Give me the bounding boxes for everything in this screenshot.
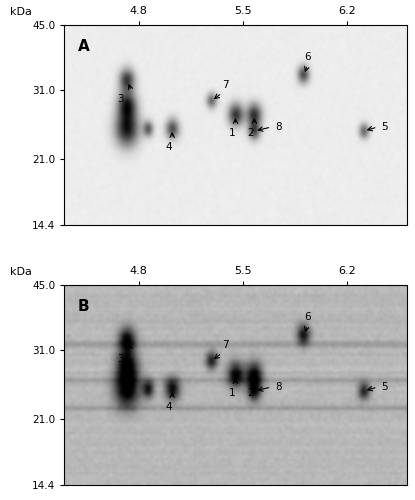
Text: B: B: [78, 299, 90, 314]
Text: 4: 4: [166, 142, 172, 152]
Text: 1: 1: [229, 128, 235, 138]
Text: A: A: [78, 39, 90, 54]
Text: 4: 4: [166, 402, 172, 412]
Text: 8: 8: [275, 382, 282, 392]
Text: 3: 3: [117, 354, 124, 364]
Text: 6: 6: [304, 312, 311, 322]
Text: 1: 1: [229, 388, 235, 398]
Text: 7: 7: [222, 80, 229, 90]
Text: 2: 2: [248, 128, 254, 138]
Text: 7: 7: [222, 340, 229, 350]
Text: 8: 8: [275, 122, 282, 132]
Text: 5: 5: [381, 122, 388, 132]
Text: 6: 6: [304, 52, 311, 62]
Text: kDa: kDa: [10, 7, 32, 17]
Text: 2: 2: [248, 388, 254, 398]
Text: 3: 3: [117, 94, 124, 104]
Text: 5: 5: [381, 382, 388, 392]
Text: kDa: kDa: [10, 267, 32, 277]
